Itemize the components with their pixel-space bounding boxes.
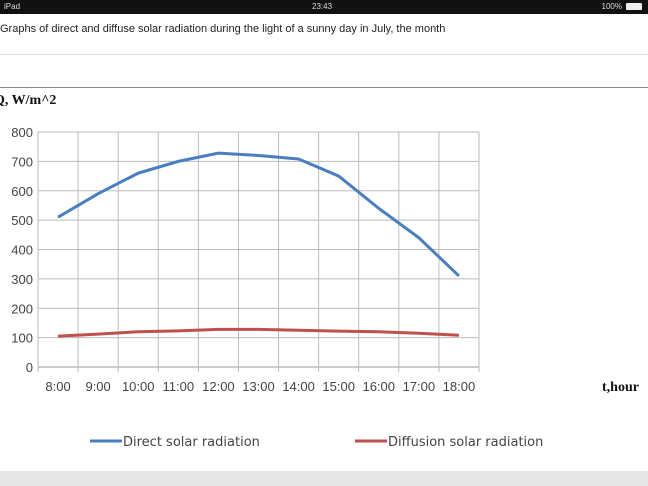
x-tick-label: 16:00 (362, 379, 395, 394)
x-tick-label: 17:00 (403, 379, 436, 394)
divider (0, 54, 648, 55)
y-tick-label: 600 (11, 184, 33, 199)
y-tick-label: 400 (11, 243, 33, 258)
y-tick-label: 0 (26, 360, 33, 375)
y-tick-label: 300 (11, 272, 33, 287)
y-tick-label: 200 (11, 301, 33, 316)
y-tick-label: 100 (11, 331, 33, 346)
x-axis-label: t,hour (602, 380, 639, 395)
clock: 23:43 (312, 2, 333, 11)
battery-percent: 100% (601, 2, 622, 11)
bottom-bar (0, 471, 648, 486)
x-tick-label: 11:00 (163, 379, 195, 394)
figure-caption: Graphs of direct and diffuse solar radia… (0, 23, 446, 35)
x-tick-label: 10:00 (122, 379, 155, 394)
x-tick-label: 14:00 (282, 379, 315, 394)
y-tick-label: 500 (11, 213, 33, 228)
divider (0, 87, 648, 88)
status-bar: iPad 23:43 100% (0, 0, 648, 14)
device-name: iPad (4, 2, 21, 11)
x-tick-label: 18:00 (443, 379, 476, 394)
y-tick-label: 800 (11, 125, 33, 140)
x-tick-label: 8:00 (45, 379, 70, 394)
legend-label: Direct solar radiation (123, 435, 260, 450)
y-tick-label: 700 (11, 154, 33, 169)
x-tick-label: 15:00 (322, 379, 355, 394)
y-axis-label: Q, W/m^2 (0, 93, 56, 108)
x-tick-label: 12:00 (202, 379, 235, 394)
x-tick-label: 13:00 (242, 379, 275, 394)
legend-label: Diffusion solar radiation (388, 435, 543, 450)
x-tick-label: 9:00 (85, 379, 110, 394)
battery-icon (626, 3, 642, 10)
